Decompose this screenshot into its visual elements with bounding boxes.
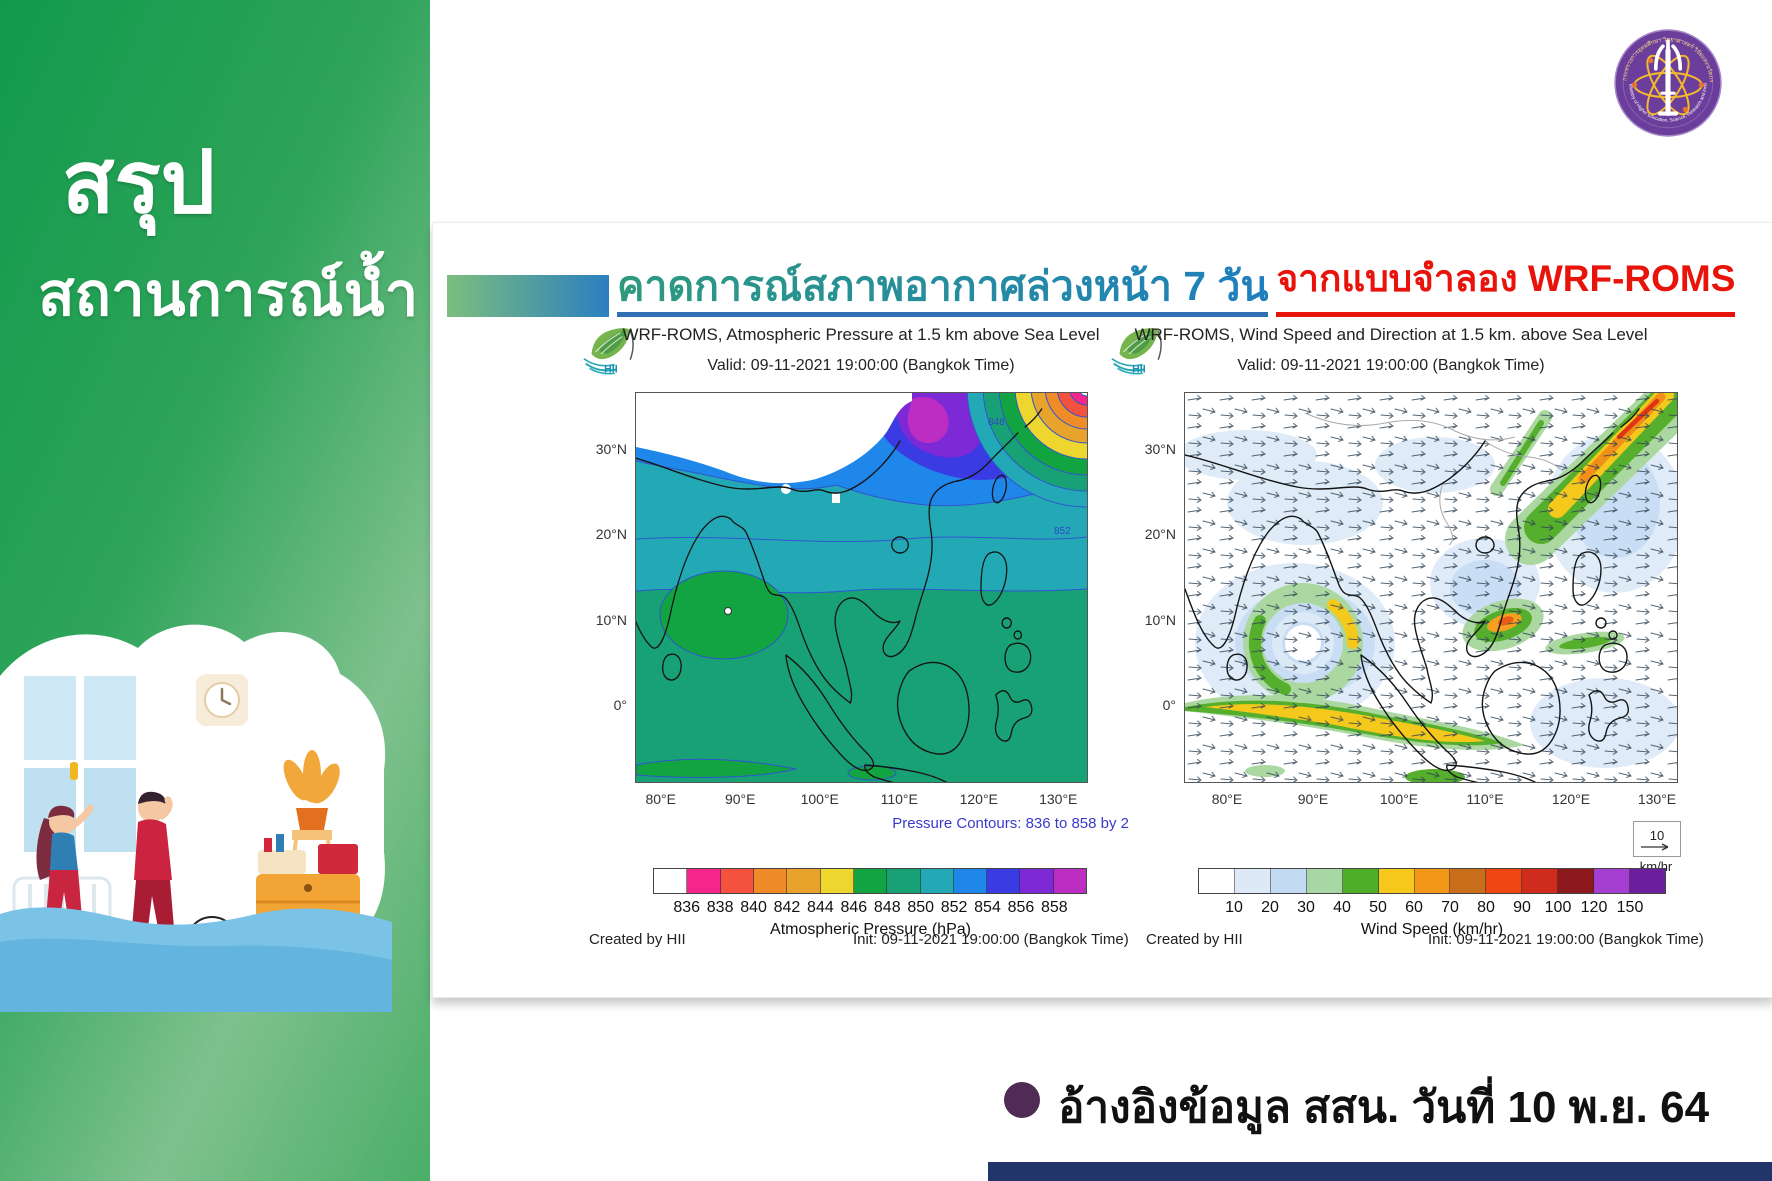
orbit-dots-icon <box>1631 57 1705 113</box>
hii-logo-icon: HII <box>583 328 634 375</box>
wind-vector-arrow-icon <box>1641 842 1669 851</box>
svg-text:HII: HII <box>604 363 618 375</box>
trident-icon <box>1653 39 1683 117</box>
sidebar-panel: สรุป สถานการณ์น้ำ <box>0 0 430 1181</box>
title-accent-chip <box>447 275 609 317</box>
hii-logo-icon: HII <box>1111 328 1162 375</box>
slide-subtitle: จากแบบจำลอง WRF-ROMS <box>1276 249 1736 317</box>
pressure-x-axis-ticks: 80°E 90°E 100°E 110°E 120°E 130°E <box>645 791 1078 807</box>
ministry-logo: กระทรวงการอุดมศึกษา วิทยาศาสตร์ วิจัยและ… <box>1612 26 1722 137</box>
pressure-colorbar-label: Atmospheric Pressure (hPa) <box>770 921 971 938</box>
footer-bullet <box>1004 1082 1040 1118</box>
bottom-bar <box>988 1162 1772 1181</box>
wind-colorbar-label: Wind Speed (km/hr) <box>1360 921 1504 938</box>
wind-created-by: Created by HII <box>1146 931 1243 948</box>
pressure-init-label: Init: 09-11-2021 19:00:00 (Bangkok Time) <box>853 931 1129 948</box>
window-illustration <box>16 668 144 860</box>
wind-x-axis-ticks: 80°E 90°E 100°E 110°E 120°E 130°E <box>1211 791 1677 807</box>
pressure-colorbar <box>653 868 1087 894</box>
wind-colorbar-ticks: 10 20 30 40 50 60 70 80 90 100 120 150 <box>1225 899 1644 916</box>
wind-y-axis-ticks: 30°N 20°N 10°N 0° <box>1144 440 1176 714</box>
slide-title-row: คาดการณ์สภาพอากาศล่วงหน้า 7 วัน จากแบบจำ… <box>447 241 1736 317</box>
slide-title: คาดการณ์สภาพอากาศล่วงหน้า 7 วัน <box>617 263 1269 317</box>
figure-pressure-title: WRF-ROMS, Atmospheric Pressure at 1.5 km… <box>622 325 1100 344</box>
wind-init-label: Init: 09-11-2021 19:00:00 (Bangkok Time) <box>1428 931 1704 948</box>
water-wave <box>0 907 392 1012</box>
contour-note: Pressure Contours: 836 to 858 by 2 <box>892 815 1129 832</box>
content-card: คาดการณ์สภาพอากาศล่วงหน้า 7 วัน จากแบบจำ… <box>432 222 1772 998</box>
pressure-y-axis-ticks: 30°N 20°N 10°N 0° <box>595 440 627 714</box>
figure-wind-valid: Valid: 09-11-2021 19:00:00 (Bangkok Time… <box>1237 357 1545 374</box>
figure-wind-title: WRF-ROMS, Wind Speed and Direction at 1.… <box>1134 325 1648 344</box>
wind-vector-legend-value: 10 <box>1649 827 1665 843</box>
sidebar-title-line2: สถานการณ์น้ำ <box>38 261 419 328</box>
pressure-map: 852 848 <box>635 392 1088 783</box>
pressure-created-by: Created by HII <box>589 931 686 948</box>
footer-reference: อ้างอิงข้อมูล สสน. วันที่ 10 พ.ย. 64 <box>1058 1083 1710 1132</box>
clock-illustration <box>196 674 248 726</box>
figure-pressure-valid: Valid: 09-11-2021 19:00:00 (Bangkok Time… <box>707 357 1015 374</box>
sidebar-title-line1: สรุป <box>62 135 216 231</box>
contour-label-852: 852 <box>1054 526 1071 537</box>
wind-map <box>1184 392 1678 783</box>
wind-vector-legend: 10 <box>1633 821 1681 857</box>
contour-label-848: 848 <box>988 417 1005 428</box>
svg-text:HII: HII <box>1132 363 1146 375</box>
flood-illustration <box>0 624 392 1012</box>
wind-colorbar <box>1198 868 1666 894</box>
pressure-colorbar-ticks: 836 838 840 842 844 846 848 850 852 854 856 858 <box>673 899 1068 916</box>
